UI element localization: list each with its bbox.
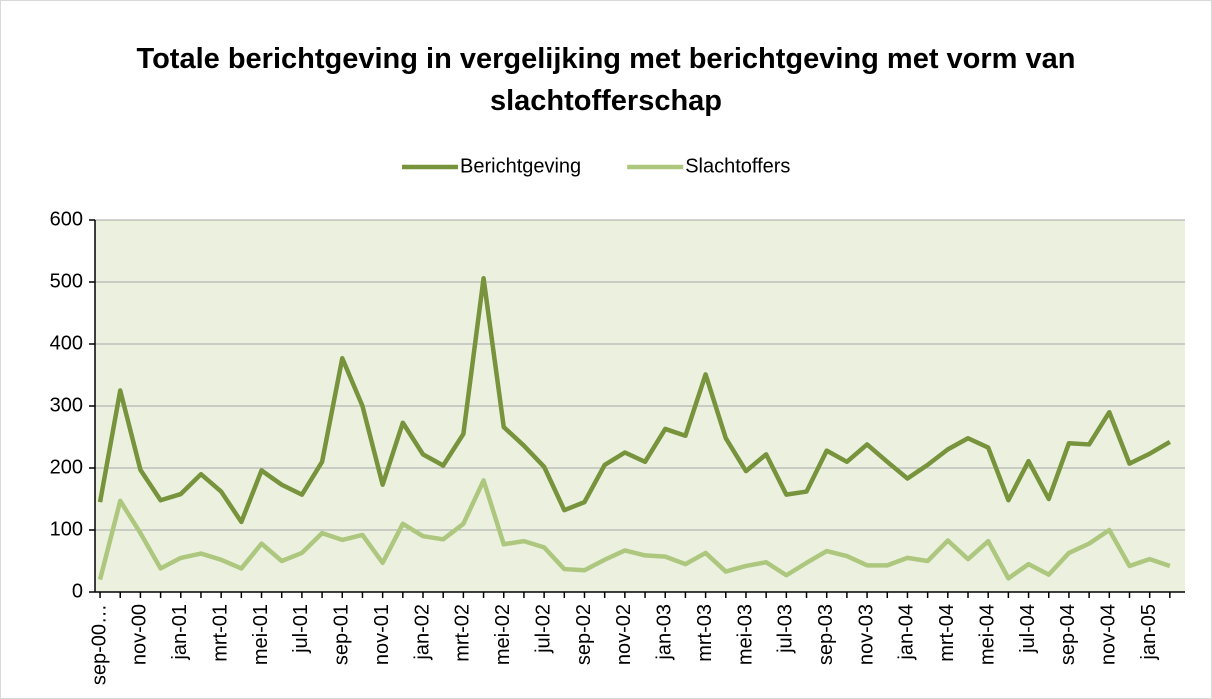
x-tick-label: jan-05 xyxy=(1138,604,1160,661)
x-tick-label: nov-02 xyxy=(613,604,635,665)
y-tick-label: 300 xyxy=(50,394,83,416)
y-tick-label: 0 xyxy=(72,580,83,602)
x-tick-label: mei-03 xyxy=(734,604,756,665)
data-line xyxy=(97,276,1171,525)
x-tick-label: jul-01 xyxy=(290,604,312,654)
x-tick-label: nov-03 xyxy=(855,604,877,665)
x-tick-label: mei-04 xyxy=(976,604,998,665)
x-tick-label: jul-02 xyxy=(532,604,554,654)
y-tick-label: 600 xyxy=(50,208,83,230)
x-tick-label: mrt-03 xyxy=(694,604,716,662)
x-tick-label: jan-02 xyxy=(411,604,433,661)
x-tick-label: jul-03 xyxy=(775,604,797,654)
legend-label: Slachtoffers xyxy=(685,155,790,177)
x-tick-label: jan-04 xyxy=(896,604,918,661)
x-tick-label: jul-04 xyxy=(1017,604,1039,654)
x-tick-label: jan-01 xyxy=(169,604,191,661)
y-tick-label: 500 xyxy=(50,270,83,292)
x-tick-label: sep-01 xyxy=(331,604,353,665)
x-tick-label: nov-04 xyxy=(1098,604,1120,665)
x-tick-label: sep-00… xyxy=(88,604,110,685)
x-tick-label: mrt-04 xyxy=(936,604,958,662)
x-tick-label: nov-01 xyxy=(371,604,393,665)
x-tick-label: mei-01 xyxy=(250,604,272,665)
x-tick-label: mrt-01 xyxy=(209,604,231,662)
x-tick-label: mrt-02 xyxy=(452,604,474,662)
x-tick-label: sep-04 xyxy=(1057,604,1079,665)
y-tick-label: 100 xyxy=(50,518,83,540)
x-tick-label: sep-02 xyxy=(573,604,595,665)
x-tick-label: sep-03 xyxy=(815,604,837,665)
legend-label: Berichtgeving xyxy=(460,155,581,177)
y-tick-label: 200 xyxy=(50,456,83,478)
data-line xyxy=(97,478,1171,581)
y-tick-label: 400 xyxy=(50,332,83,354)
chart-title: Totale berichtgeving in vergelijking met… xyxy=(136,43,1076,117)
x-tick-label: mei-02 xyxy=(492,604,514,665)
x-tick-label: nov-00 xyxy=(129,604,151,665)
x-tick-label: jan-03 xyxy=(654,604,676,661)
